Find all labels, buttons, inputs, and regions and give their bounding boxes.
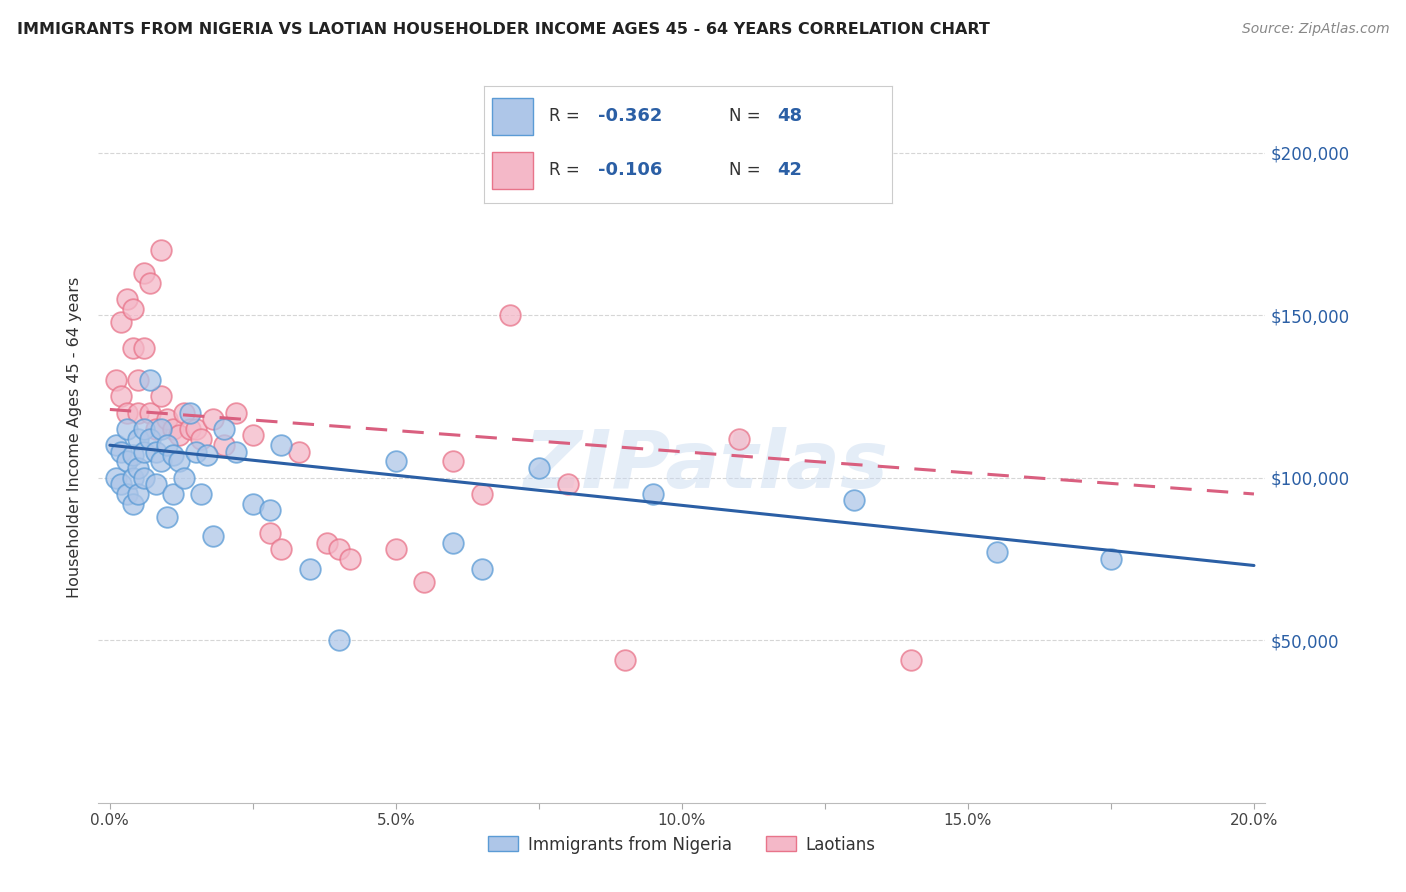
Point — [201, 412, 224, 426]
Point — [385, 542, 408, 557]
Point — [127, 432, 149, 446]
Point — [110, 477, 132, 491]
Point — [1099, 552, 1122, 566]
Point — [162, 448, 184, 462]
Point — [499, 308, 522, 322]
Point — [728, 432, 751, 446]
Point — [441, 535, 464, 549]
Point — [643, 487, 665, 501]
Point — [557, 477, 579, 491]
Point — [328, 542, 350, 557]
Point — [299, 562, 322, 576]
Point — [134, 471, 156, 485]
Point — [162, 422, 184, 436]
Point — [471, 487, 494, 501]
Point — [328, 633, 350, 648]
Point — [167, 428, 190, 442]
Point — [385, 454, 408, 468]
Point — [134, 341, 156, 355]
Point — [413, 574, 436, 589]
Point — [214, 422, 236, 436]
Point — [259, 503, 281, 517]
Point — [613, 653, 636, 667]
Point — [156, 412, 179, 426]
Point — [134, 266, 156, 280]
Point — [121, 471, 143, 485]
Point — [110, 315, 132, 329]
Point — [471, 562, 494, 576]
Point — [270, 438, 292, 452]
Point — [104, 471, 127, 485]
Point — [156, 438, 179, 452]
Point — [173, 406, 195, 420]
Point — [127, 487, 149, 501]
Point — [162, 487, 184, 501]
Point — [115, 454, 138, 468]
Point — [104, 373, 127, 387]
Point — [986, 545, 1008, 559]
Point — [121, 301, 143, 316]
Point — [145, 444, 167, 458]
Point — [179, 422, 201, 436]
Text: IMMIGRANTS FROM NIGERIA VS LAOTIAN HOUSEHOLDER INCOME AGES 45 - 64 YEARS CORRELA: IMMIGRANTS FROM NIGERIA VS LAOTIAN HOUSE… — [17, 22, 990, 37]
Point — [184, 422, 207, 436]
Point — [259, 526, 281, 541]
Point — [150, 389, 173, 403]
Point — [339, 552, 361, 566]
Point — [145, 422, 167, 436]
Point — [150, 243, 173, 257]
Point — [156, 509, 179, 524]
Point — [115, 422, 138, 436]
Point — [139, 432, 162, 446]
Point — [225, 444, 247, 458]
Point — [127, 461, 149, 475]
Point — [104, 438, 127, 452]
Point — [441, 454, 464, 468]
Point — [139, 406, 162, 420]
Point — [190, 487, 212, 501]
Point — [201, 529, 224, 543]
Point — [173, 471, 195, 485]
Point — [115, 487, 138, 501]
Point — [134, 444, 156, 458]
Point — [150, 454, 173, 468]
Point — [842, 493, 865, 508]
Point — [287, 444, 309, 458]
Point — [127, 373, 149, 387]
Point — [527, 461, 550, 475]
Point — [242, 497, 264, 511]
Point — [121, 497, 143, 511]
Point — [150, 422, 173, 436]
Point — [139, 373, 162, 387]
Point — [214, 438, 236, 452]
Point — [242, 428, 264, 442]
Point — [900, 653, 922, 667]
Point — [270, 542, 292, 557]
Point — [127, 406, 149, 420]
Text: ZIPatlas: ZIPatlas — [523, 427, 887, 506]
Point — [110, 389, 132, 403]
Legend: Immigrants from Nigeria, Laotians: Immigrants from Nigeria, Laotians — [482, 829, 882, 860]
Point — [115, 406, 138, 420]
Text: Source: ZipAtlas.com: Source: ZipAtlas.com — [1241, 22, 1389, 37]
Y-axis label: Householder Income Ages 45 - 64 years: Householder Income Ages 45 - 64 years — [67, 277, 83, 598]
Point — [145, 477, 167, 491]
Point — [316, 535, 339, 549]
Point — [115, 292, 138, 306]
Point — [184, 444, 207, 458]
Point — [195, 448, 218, 462]
Point — [190, 432, 212, 446]
Point — [179, 406, 201, 420]
Point — [167, 454, 190, 468]
Point — [134, 422, 156, 436]
Point — [110, 444, 132, 458]
Point — [225, 406, 247, 420]
Point — [139, 276, 162, 290]
Point — [121, 341, 143, 355]
Point — [121, 448, 143, 462]
